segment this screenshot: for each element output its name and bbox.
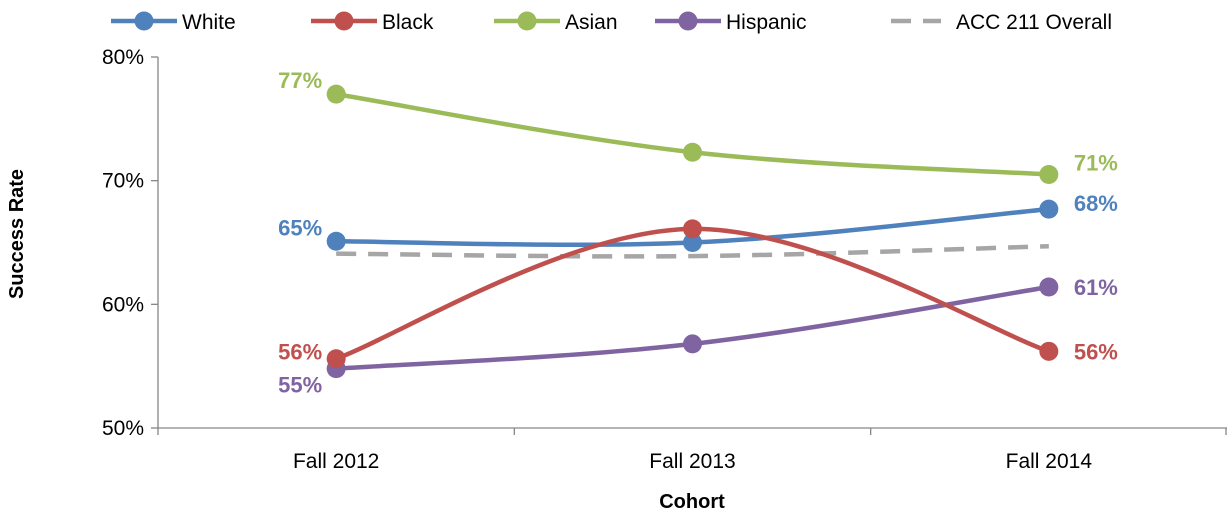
legend: White Black Asian Hispanic ACC 211 Overall [111,11,1112,34]
series-line-acc-211-overall [336,243,1049,259]
legend-marker [678,11,698,31]
data-label-black: 56% [278,340,322,365]
y-tick-label: 60% [102,293,144,316]
data-label-black: 56% [1074,339,1118,364]
legend-label: White [182,11,236,34]
data-point [683,142,702,162]
data-label-hispanic: 61% [1074,275,1118,300]
data-point [326,349,346,369]
x-axis-title: Cohort [659,491,725,513]
y-tick-label: 70% [102,170,144,193]
legend-label: Black [382,11,434,34]
data-point [683,233,702,252]
series-acc-211-overall [336,243,1049,259]
data-point [1039,277,1059,297]
data-label-hispanic: 55% [278,373,322,398]
legend-marker [334,11,354,31]
series-black [326,219,1059,369]
x-tick-label: Fall 2012 [293,450,379,473]
legend-label: Asian [565,11,618,34]
y-axis-title: Success Rate [6,169,28,299]
legend-marker [517,11,537,31]
legend-item-acc-211-overall: ACC 211 Overall [891,11,1112,34]
legend-item-black: Black [311,11,434,34]
legend-item-asian: Asian [494,11,618,34]
x-tick-label: Fall 2014 [1006,450,1093,473]
data-point [326,84,346,104]
series-hispanic [326,277,1059,379]
legend-marker [134,11,154,31]
data-point [1039,341,1059,361]
series-line-asian [333,91,1052,177]
legend-item-white: White [111,11,236,34]
data-label-white: 68% [1074,191,1118,216]
data-label-asian: 71% [1074,150,1118,175]
data-point [326,231,346,251]
legend-label: ACC 211 Overall [956,11,1112,34]
series-layer [326,84,1059,379]
y-tick-label: 80% [102,46,144,69]
series-line-hispanic [333,284,1052,371]
x-axis-ticks: Fall 2012 Fall 2013 Fall 2014 [157,428,1227,473]
data-label-asian: 77% [278,68,322,93]
y-axis-ticks: 50% 60% 70% 80% [102,46,158,440]
data-point [1039,199,1059,219]
legend-label: Hispanic [726,11,807,34]
data-labels: 65% 68% 56% 56% 77% 71% 55% 61% [278,68,1118,398]
data-label-white: 65% [278,215,322,240]
series-asian [326,84,1059,184]
data-point [683,334,702,354]
legend-item-hispanic: Hispanic [655,11,807,34]
series-white [326,199,1059,252]
axes: 50% 60% 70% 80% Fall 2012 Fall 2013 Fall 2014 [102,46,1227,473]
data-point [683,219,702,239]
data-point [1039,164,1059,184]
x-tick-label: Fall 2013 [649,450,735,473]
y-tick-label: 50% [102,417,144,440]
